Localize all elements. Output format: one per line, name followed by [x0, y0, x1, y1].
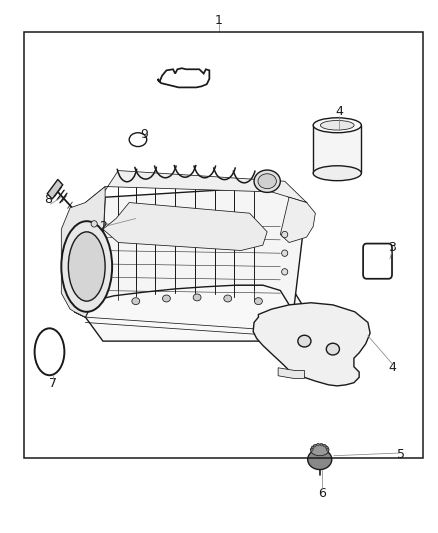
Polygon shape: [278, 368, 304, 378]
Ellipse shape: [313, 118, 361, 133]
Bar: [24, 32, 423, 458]
Ellipse shape: [326, 343, 339, 355]
Ellipse shape: [320, 443, 323, 446]
Ellipse shape: [132, 297, 140, 305]
Polygon shape: [85, 171, 307, 203]
Polygon shape: [74, 285, 307, 341]
Ellipse shape: [162, 295, 170, 302]
Ellipse shape: [91, 221, 97, 227]
Ellipse shape: [298, 335, 311, 347]
Ellipse shape: [317, 443, 319, 446]
Ellipse shape: [307, 449, 332, 470]
Ellipse shape: [61, 221, 112, 312]
Ellipse shape: [326, 449, 329, 451]
Ellipse shape: [68, 232, 105, 301]
Text: 9: 9: [141, 128, 148, 141]
Polygon shape: [103, 203, 267, 251]
Ellipse shape: [313, 166, 361, 181]
Ellipse shape: [258, 174, 276, 189]
Polygon shape: [61, 187, 105, 317]
Polygon shape: [74, 187, 307, 317]
Bar: [313, 125, 361, 173]
Ellipse shape: [91, 239, 97, 246]
Text: 6: 6: [318, 487, 326, 499]
Polygon shape: [280, 197, 315, 243]
Text: 4: 4: [388, 361, 396, 374]
Text: 8: 8: [44, 193, 52, 206]
Ellipse shape: [254, 170, 280, 192]
Ellipse shape: [311, 444, 329, 456]
Ellipse shape: [91, 258, 97, 264]
Ellipse shape: [323, 445, 326, 447]
Text: 4: 4: [336, 106, 343, 118]
Ellipse shape: [224, 295, 232, 302]
Ellipse shape: [325, 446, 328, 449]
Polygon shape: [253, 303, 370, 386]
Ellipse shape: [254, 297, 262, 305]
Ellipse shape: [282, 250, 288, 256]
Text: 5: 5: [397, 448, 405, 461]
Ellipse shape: [311, 449, 313, 451]
Polygon shape: [47, 180, 63, 199]
Ellipse shape: [314, 445, 316, 447]
Text: 2: 2: [99, 220, 107, 233]
Text: 7: 7: [49, 377, 57, 390]
Text: 1: 1: [215, 14, 223, 27]
Ellipse shape: [282, 269, 288, 275]
Ellipse shape: [193, 294, 201, 301]
Text: 3: 3: [388, 241, 396, 254]
Ellipse shape: [320, 120, 354, 130]
Ellipse shape: [311, 446, 314, 449]
Ellipse shape: [282, 231, 288, 238]
